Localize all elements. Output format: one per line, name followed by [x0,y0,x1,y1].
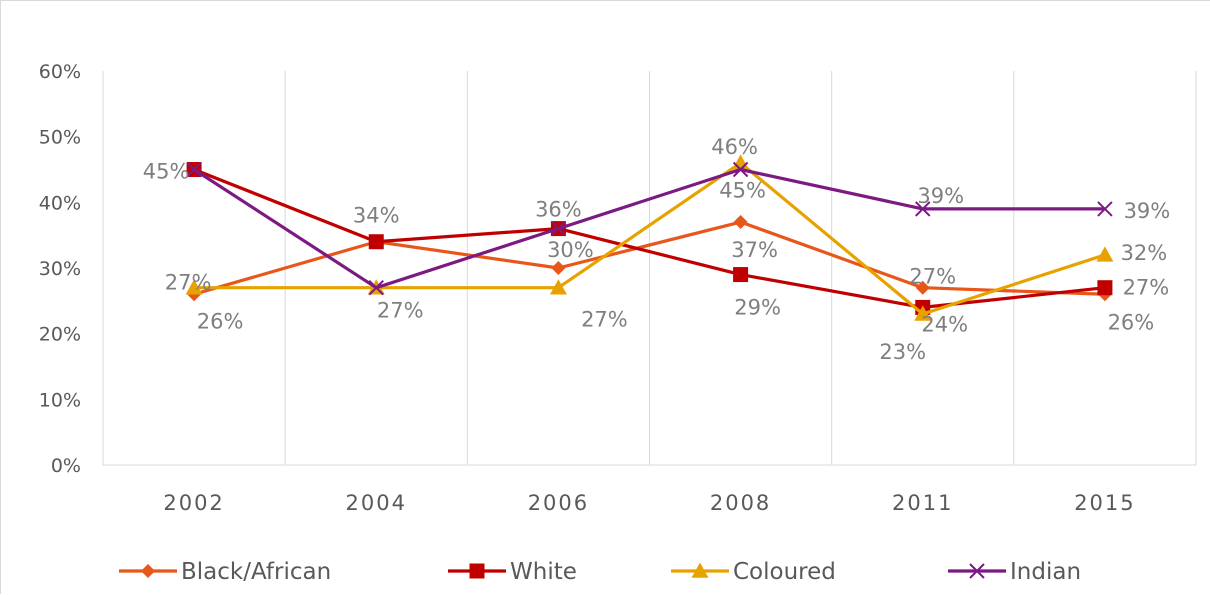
y-tick-label: 30% [39,258,81,280]
marker-x-stroke [368,279,384,296]
legend-label: White [510,559,577,585]
data-label: 26% [197,309,244,333]
data-label: 46% [711,135,758,159]
data-point [368,234,384,250]
y-tick-label: 0% [51,455,81,477]
series-line [194,161,1106,316]
data-point [550,220,567,237]
marker-x-stroke [732,161,749,178]
legend-item: Coloured [671,559,836,585]
x-tick-label: 2006 [528,491,589,515]
data-point [185,279,203,295]
data-label: 27% [581,308,628,332]
data-point [732,161,749,178]
legend-label: Indian [1010,559,1081,585]
marker-x-stroke [550,220,567,237]
legend-item: Indian [948,559,1081,585]
data-label: 32% [1121,241,1168,265]
marker-x-stroke [969,563,985,579]
data-point [1096,246,1114,262]
data-label: 27% [165,271,212,295]
legend-marker [469,563,485,579]
data-label: 27% [1123,276,1170,300]
legend-item: Black/African [119,559,331,585]
data-point [914,305,932,321]
marker-x-stroke [186,161,202,178]
marker-x-stroke [1097,201,1113,217]
series-line [193,167,1105,290]
y-tick-label: 50% [39,127,81,149]
data-label: 39% [1124,199,1171,223]
x-tick-label: 2015 [1074,491,1135,515]
y-tick-label: 40% [39,192,81,214]
data-point [551,261,566,275]
legend-item: White [448,559,577,585]
x-tick-label: 2008 [710,491,771,515]
data-point [186,161,202,178]
data-label: 30% [547,238,594,262]
data-point [915,280,930,295]
y-tick-label: 60% [39,61,81,83]
y-tick-label: 20% [39,324,81,346]
data-point [1097,201,1113,217]
data-point [549,279,567,295]
legend-marker [969,563,985,579]
series-line [193,220,1105,296]
x-tick-label: 2004 [346,491,407,515]
legend-label: Black/African [181,559,331,585]
legend-marker [141,564,155,578]
data-label: 39% [917,184,964,208]
data-point [1097,280,1113,296]
data-point [733,267,749,283]
data-point [733,215,748,230]
data-label: 37% [731,238,778,262]
data-point [368,279,384,296]
data-point [915,201,931,217]
data-label: 27% [377,299,424,323]
series-indian [186,161,1113,296]
x-tick-label: 2002 [163,491,224,515]
data-label: 26% [1108,310,1155,334]
data-label: 23% [879,340,926,364]
data-label: 24% [921,312,968,336]
legend-marker [691,562,709,578]
data-label: 29% [734,296,781,320]
data-label: 36% [535,198,582,222]
y-tick-label: 10% [39,389,81,411]
data-label: 27% [909,265,956,289]
legend-label: Coloured [733,559,836,585]
x-tick-label: 2011 [892,491,953,515]
data-label: 34% [353,204,400,228]
data-label: 45% [719,179,766,203]
marker-x-stroke [915,201,931,217]
data-label: 45% [143,160,190,184]
